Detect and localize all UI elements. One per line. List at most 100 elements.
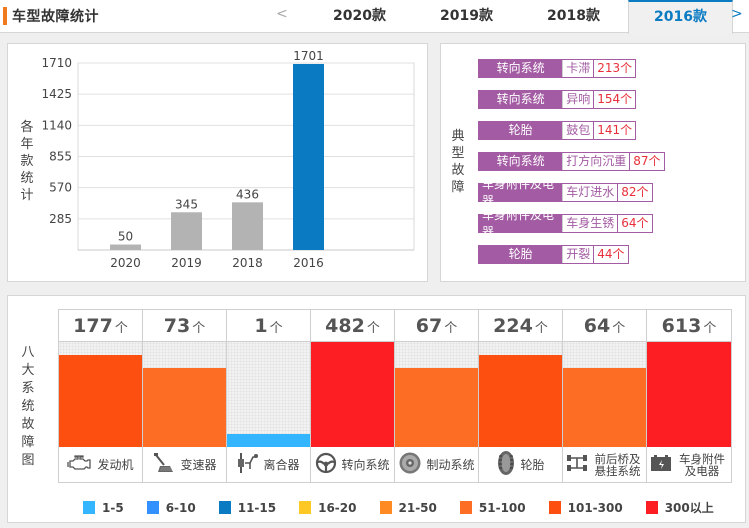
legend-item: 1-5 (83, 499, 124, 516)
battery-icon (650, 454, 672, 475)
system-count: 224 个 (479, 310, 562, 342)
bar-2018 (232, 202, 263, 250)
y-tick-label: 855 (49, 150, 72, 164)
y-tick-label: 1710 (41, 56, 72, 70)
fault-item[interactable]: 车身附件及电器 车灯进水 82个 (478, 177, 653, 208)
fault-system: 转向系统 (479, 60, 564, 77)
system-count-unit: 个 (703, 321, 717, 336)
fault-item[interactable]: 车身附件及电器 车身生锈 64个 (478, 208, 653, 239)
legend-swatch (459, 501, 472, 514)
bar-value-label: 436 (236, 187, 259, 201)
system-bar (479, 354, 562, 447)
legend-swatch (299, 501, 312, 514)
system-count-value: 613 (661, 315, 702, 337)
system-count-value: 64 (583, 315, 611, 337)
system-label-cell[interactable]: 车身附件及电器 (647, 447, 731, 482)
legend-label: 101-300 (567, 500, 623, 515)
system-column[interactable]: 482 个 (311, 310, 395, 447)
tab-2020[interactable]: 2020款 (333, 8, 386, 24)
system-count-unit: 个 (534, 321, 548, 336)
legend-swatch (83, 501, 95, 514)
tab-2019[interactable]: 2019款 (440, 8, 493, 24)
system-name: 轮胎 (520, 457, 545, 472)
fault-item[interactable]: 转向系统 卡滞 213个 (478, 59, 637, 78)
system-count-unit: 个 (444, 321, 458, 336)
bar-2019 (171, 212, 202, 250)
system-column[interactable]: 613 个 (647, 310, 731, 447)
fault-system: 轮胎 (479, 246, 564, 263)
steering-wheel-icon (315, 452, 337, 477)
bar-2016 (293, 63, 324, 251)
fault-item[interactable]: 轮胎 鼓包 141个 (478, 121, 637, 140)
next-arrow-icon[interactable]: > (731, 6, 743, 22)
fault-issue: 卡滞 (563, 60, 595, 77)
fault-count: 64个 (618, 215, 652, 232)
system-label-cell[interactable]: 转向系统 (311, 447, 395, 482)
system-count-unit: 个 (612, 321, 626, 336)
legend-label: 11-15 (237, 500, 277, 515)
system-label-cell[interactable]: 离合器 (227, 447, 311, 482)
system-name: 离合器 (263, 457, 300, 472)
prev-arrow-icon[interactable]: < (276, 6, 288, 22)
legend-label: 1-5 (102, 500, 124, 515)
system-label-cell[interactable]: 制动系统 (395, 447, 479, 482)
system-label-cell[interactable]: 轮胎 (479, 447, 563, 482)
system-column[interactable]: 177 个 (59, 310, 143, 447)
legend-item: 11-15 (218, 499, 277, 516)
fault-count: 87个 (630, 153, 664, 170)
fault-item[interactable]: 转向系统 异响 154个 (478, 90, 637, 109)
year-stats-panel: 各年款统计 285 570 855 1140 1425 1710 50 2020 345 2019… (7, 43, 428, 282)
fault-issue: 车身生锈 (563, 215, 619, 232)
fault-item[interactable]: 轮胎 开裂 44个 (478, 245, 629, 264)
x-tick-label: 2020 (110, 256, 141, 270)
color-legend: 1-5 6-10 11-15 16-20 21-50 51-100 101-300 300以上 (83, 499, 737, 516)
system-name: 发动机 (97, 457, 134, 472)
system-name: 制动系统 (426, 457, 475, 472)
system-label-cell[interactable]: 变速器 (143, 447, 227, 482)
system-count-value: 177 (73, 315, 113, 337)
system-count: 64 个 (563, 310, 646, 342)
year-stats-label: 各年款统计 (20, 120, 34, 203)
legend-swatch (379, 501, 392, 514)
legend-label: 16-20 (318, 500, 357, 515)
fault-list: 转向系统 卡滞 213个 转向系统 异响 154个 轮胎 鼓包 141个转向系统 打方向沉重 87个… (478, 59, 665, 276)
legend-item: 6-10 (146, 499, 196, 516)
tab-2018[interactable]: 2018款 (547, 8, 600, 24)
system-name: 前后桥及悬挂系统 (594, 451, 641, 478)
fault-system: 轮胎 (479, 122, 564, 139)
fault-issue: 开裂 (563, 246, 595, 263)
y-tick-label: 570 (49, 181, 72, 195)
system-column[interactable]: 73 个 (143, 310, 227, 447)
legend-item: 16-20 (299, 499, 357, 516)
system-name: 车身附件及电器 (679, 451, 725, 478)
tab-2016[interactable]: 2016款 (628, 0, 733, 34)
system-column[interactable]: 67 个 (395, 310, 479, 447)
system-name: 转向系统 (341, 457, 390, 472)
system-column[interactable]: 224 个 (479, 310, 563, 447)
system-count: 177 个 (59, 310, 142, 342)
legend-swatch (548, 501, 561, 514)
x-tick-label: 2018 (232, 256, 263, 270)
system-name: 变速器 (180, 457, 217, 472)
title-accent-mark (3, 7, 7, 25)
system-count-value: 1 (254, 315, 268, 337)
legend-swatch (146, 501, 159, 514)
legend-label: 300以上 (664, 501, 714, 515)
typical-faults-label: 典型故障 (451, 129, 465, 195)
system-label-cell[interactable]: 发动机 (59, 447, 143, 482)
system-count-value: 224 (493, 315, 533, 337)
system-column[interactable]: 64 个 (563, 310, 647, 447)
system-count-unit: 个 (366, 321, 380, 336)
system-count-unit: 个 (114, 321, 128, 336)
fault-system: 车身附件及电器 (479, 208, 564, 239)
system-bar-track (311, 342, 394, 447)
legend-swatch (645, 501, 658, 514)
legend-label: 21-50 (398, 500, 437, 515)
system-count-value: 73 (163, 315, 191, 337)
system-count: 73 个 (143, 310, 226, 342)
system-label-cell[interactable]: 前后桥及悬挂系统 (563, 447, 647, 482)
fault-item[interactable]: 转向系统 打方向沉重 87个 (478, 152, 665, 171)
fault-system: 转向系统 (479, 153, 564, 170)
system-count-value: 482 (325, 315, 365, 337)
